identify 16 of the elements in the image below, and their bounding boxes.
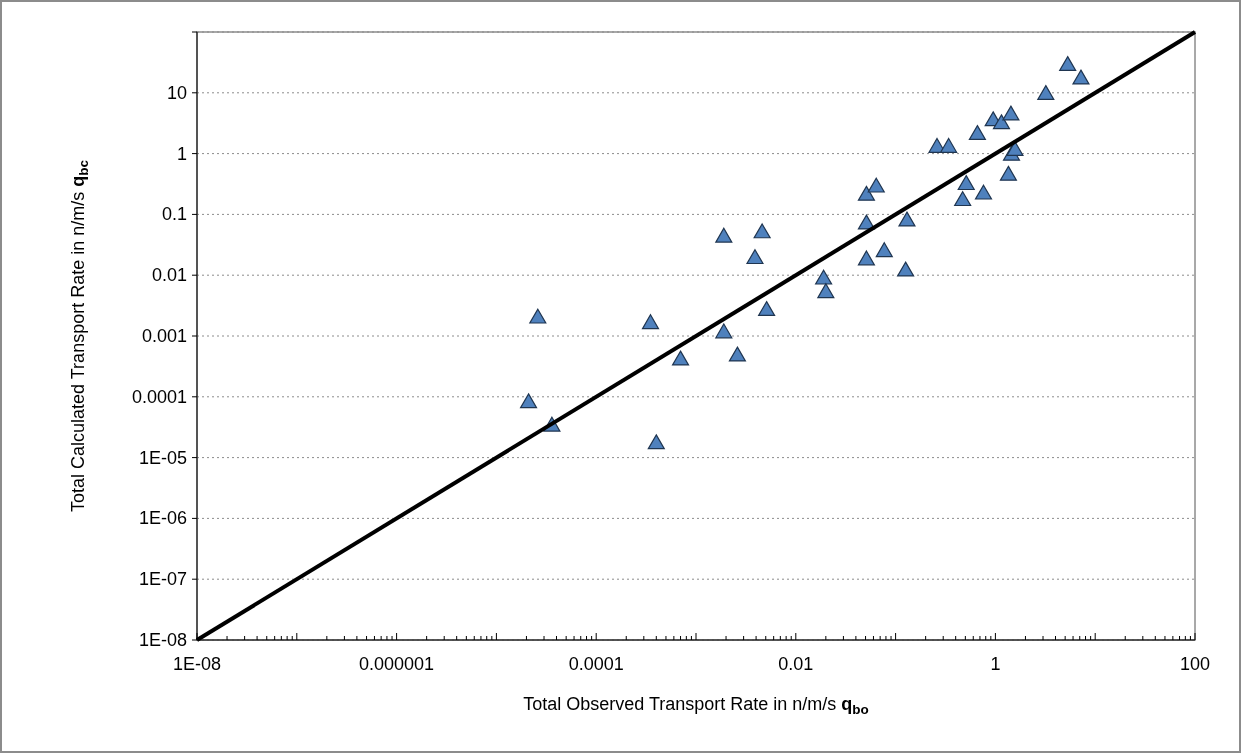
x-tick-label: 0.01 <box>778 654 814 674</box>
x-tick-label: 0.000001 <box>359 654 435 674</box>
y-tick-label: 0.001 <box>141 326 187 346</box>
y-tick-label: 1E-08 <box>138 630 187 650</box>
x-tick-label: 1 <box>990 654 1001 674</box>
x-axis-title: Total Observed Transport Rate in n/m/s q$_{bo}$ <box>523 694 869 717</box>
y-tick-label: 0.1 <box>161 204 187 225</box>
y-tick-label: 0.01 <box>151 265 187 286</box>
x-tick-label: 100 <box>1179 654 1211 674</box>
x-tick-label: 0.0001 <box>568 654 624 674</box>
y-tick-label: 10 <box>166 82 187 103</box>
y-tick-label: 1 <box>176 143 187 164</box>
y-tick-label: 0.0001 <box>131 386 187 407</box>
y-tick-label: 1E-06 <box>138 508 187 529</box>
y-tick-label: 1E-07 <box>138 569 187 590</box>
y-tick-label: 1E-05 <box>138 447 187 468</box>
